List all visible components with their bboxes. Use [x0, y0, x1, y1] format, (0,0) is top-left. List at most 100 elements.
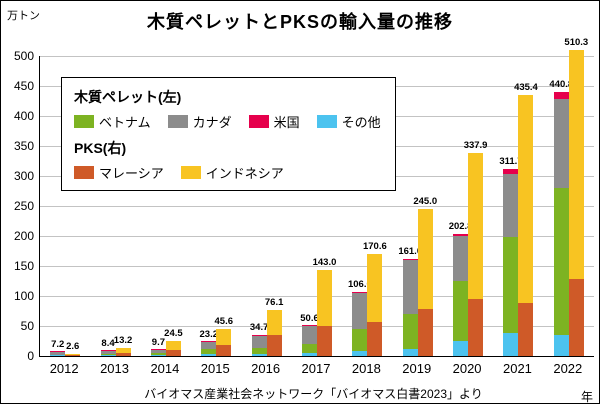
bar-value-label: 510.3: [564, 36, 589, 48]
legend-swatch: [167, 115, 188, 128]
bar-value-label: 24.5: [164, 328, 183, 340]
legend-item: 米国: [248, 112, 300, 131]
bar-segment: [216, 345, 232, 356]
bar-value-label: 143.0: [312, 257, 337, 269]
bar-segment: [503, 237, 519, 334]
bar-segment: [352, 351, 368, 356]
bar-segment: [50, 354, 66, 356]
bar-segment: [503, 333, 519, 356]
y-tick-label: 50: [20, 319, 34, 333]
bar-segment: [302, 325, 317, 326]
bar-segment: [553, 91, 569, 100]
y-tick-label: 250: [13, 199, 34, 213]
gridline: [40, 56, 594, 57]
bar-segment: [251, 353, 267, 356]
bar-segment: [266, 335, 282, 356]
bar-value-label: 45.6: [214, 315, 234, 327]
y-axis-unit-label: 万トン: [7, 10, 40, 22]
bar-segment: [150, 350, 166, 354]
x-tick-label: 2020: [452, 361, 482, 376]
bar-segment: [402, 260, 418, 314]
bar-segment: [453, 341, 469, 356]
bar-value-label: 245.0: [413, 196, 438, 207]
bar-segment: [417, 309, 433, 356]
bar-segment: [165, 341, 181, 350]
legend-pks-items: マレーシア インドネシア: [74, 163, 381, 182]
bar-value-label: 337.9: [463, 140, 488, 152]
legend: 木質ペレット(左) ベトナム カナダ 米国 その他 PKS(右) マレーシア インドネシ…: [61, 77, 396, 191]
legend-item: カナダ: [167, 112, 232, 131]
bar-segment: [266, 310, 282, 335]
bar-segment: [417, 209, 433, 310]
bar-segment: [302, 326, 317, 344]
bar-segment: [50, 350, 66, 352]
bar-segment: [503, 169, 519, 174]
x-tick-label: 2015: [200, 361, 230, 376]
bar-value-label: 440.8: [549, 78, 574, 90]
bar-segment: [302, 344, 317, 353]
legend-swatch: [248, 115, 269, 128]
bar-segment: [402, 348, 418, 356]
bar-segment: [65, 355, 81, 356]
x-tick-label: 2021: [502, 361, 532, 376]
y-tick-label: 300: [13, 169, 34, 183]
bar-value-label: 23.2: [199, 329, 219, 341]
legend-label: 米国: [273, 115, 300, 130]
bar-segment: [402, 314, 418, 349]
bar-segment: [367, 253, 383, 322]
bar-value-label: 34.7: [249, 322, 269, 334]
bar-segment: [402, 259, 418, 260]
legend-label: その他: [341, 115, 381, 130]
legend-label: ベトナム: [99, 115, 151, 130]
bar-value-label: 76.1: [264, 297, 284, 309]
legend-swatch: [316, 115, 337, 128]
bar-value-label: 2.6: [66, 341, 80, 353]
bar-segment: [50, 355, 66, 356]
bar-segment: [518, 94, 534, 304]
legend-item: マレーシア: [74, 163, 164, 182]
bar-segment: [553, 99, 569, 188]
legend-swatch: [180, 166, 201, 179]
bar-value-label: 8.4: [101, 337, 115, 349]
bar-segment: [302, 353, 317, 356]
legend-item: ベトナム: [74, 112, 151, 131]
bar-segment: [100, 354, 116, 356]
legend-item: その他: [316, 112, 381, 131]
bar-segment: [251, 334, 267, 336]
bar-segment: [518, 303, 534, 356]
x-tick-label: 2014: [150, 361, 180, 376]
gridline: [40, 236, 594, 237]
bar-segment: [568, 49, 584, 280]
y-tick-label: 100: [13, 289, 34, 303]
bar-value-label: 106.0: [347, 279, 372, 291]
legend-swatch: [74, 166, 94, 179]
legend-pellet-items: ベトナム カナダ 米国 その他: [74, 112, 381, 131]
bar-value-label: 435.4: [514, 81, 538, 93]
y-tick-label: 450: [13, 79, 34, 93]
y-tick-label: 150: [13, 259, 34, 273]
bar-segment: [251, 347, 267, 354]
bar-segment: [367, 321, 383, 356]
bar-value-label: 311.7: [499, 155, 523, 167]
legend-label: マレーシア: [99, 166, 164, 181]
bar-segment: [251, 335, 267, 348]
bar-segment: [317, 326, 332, 356]
bar-segment: [165, 350, 181, 356]
bar-segment: [150, 355, 166, 356]
gridline: [40, 206, 594, 207]
y-tick-label: 200: [13, 229, 34, 243]
plot-area: 7.2 2.6 8.4 13.2 9.7 24.5 23.2 45.6 34.7 76.1 50.6…: [39, 37, 594, 357]
bar-segment: [468, 153, 484, 299]
legend-pellet-header: 木質ペレット(左): [74, 89, 182, 105]
bar-segment: [453, 234, 469, 236]
bar-value-label: 170.6: [362, 240, 387, 252]
bar-segment: [453, 281, 469, 341]
bar-segment: [352, 292, 368, 293]
x-tick-label: 2012: [49, 361, 79, 376]
bar-value-label: 9.7: [151, 337, 166, 349]
x-axis-unit-label: 年: [580, 390, 593, 404]
bar-segment: [201, 349, 217, 355]
bar-segment: [216, 328, 232, 346]
x-tick-label: 2017: [301, 361, 331, 376]
